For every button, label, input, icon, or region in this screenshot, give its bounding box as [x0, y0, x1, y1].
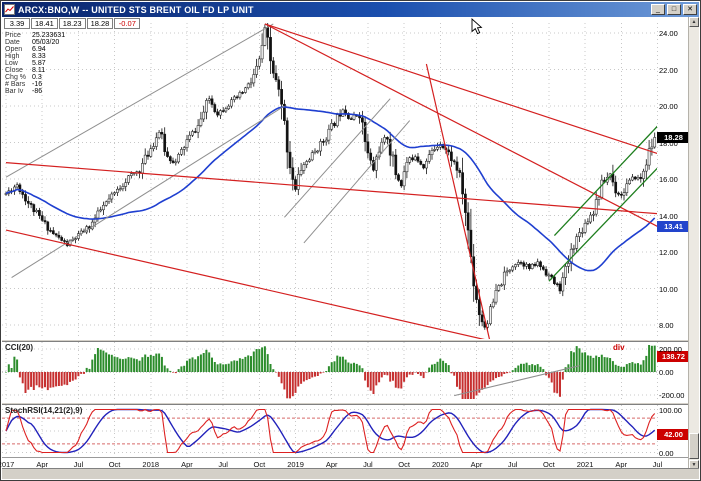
quote-cell: 3.39 [4, 18, 30, 29]
main-price-chart[interactable] [2, 17, 692, 339]
cci-value-tag: 138.72 [657, 351, 690, 362]
info-row: Price 25.233631 [5, 32, 66, 39]
axis-tick-label: 12.00 [659, 248, 678, 257]
time-axis-label: Oct [398, 460, 410, 469]
axis-tick-label: 24.00 [659, 29, 678, 38]
titlebar[interactable]: ARCX:BNO,W -- UNITED STS BRENT OIL FD LP… [2, 2, 699, 17]
axis-tick-label: 0.00 [659, 368, 674, 377]
mouse-cursor [471, 17, 483, 35]
cci-indicator-chart[interactable] [2, 342, 692, 402]
time-axis-label: Jul [218, 460, 228, 469]
axis-tick-label: 14.00 [659, 211, 678, 221]
info-row: Low 5.87 [5, 60, 46, 67]
info-row: Close 8.11 [5, 67, 46, 74]
time-axis-label: 2018 [142, 460, 160, 469]
data-window: Price 25.233631 Date 05/03/20 Open 6.94 High 8.… [5, 32, 65, 95]
window-frame-bottom [2, 468, 699, 479]
panel-separator[interactable] [2, 402, 699, 405]
time-axis-label: Jul [652, 460, 663, 469]
last-price-tag: 18.28 [657, 132, 690, 143]
time-axis-label: Jul [73, 460, 84, 469]
ma-value-tag: 13.41 [657, 221, 690, 232]
axis-tick-label: 20.00 [659, 102, 678, 111]
time-axis-label: Apr [615, 460, 628, 469]
quote-cell: 18.23 [58, 18, 86, 29]
time-axis-label: Apr [470, 460, 483, 469]
maximize-button[interactable]: □ [667, 4, 681, 15]
divergence-label: div [613, 343, 625, 352]
axis-tick-label: 22.00 [659, 65, 678, 75]
quote-cell: -0.07 [114, 18, 141, 29]
time-axis: 2017 Apr Jul Oct 2018 Apr Jul Oct 2019 Apr Jul Oct 2… [0, 457, 692, 470]
scrollbar-thumb[interactable] [689, 433, 699, 459]
quote-bar: 3.39 18.41 18.23 18.28 -0.07 [4, 18, 141, 29]
time-axis-label: Oct [253, 460, 266, 469]
info-row: High 8.33 [5, 53, 46, 60]
time-axis-label: 2020 [431, 460, 449, 469]
time-axis-label: Jul [363, 460, 373, 469]
info-row: # Bars -16 [5, 81, 43, 88]
axis-tick-label: -200.00 [659, 391, 685, 400]
time-axis-label: Apr [36, 460, 49, 469]
axis-tick-label: 8.00 [659, 321, 674, 330]
window-controls: _ □ ✕ [649, 4, 697, 15]
axis-tick-label: 200.00 [659, 345, 682, 354]
scroll-up-button[interactable]: ▲ [689, 17, 699, 27]
stochrsi-indicator-chart[interactable] [2, 405, 692, 457]
minimize-button[interactable]: _ [651, 4, 665, 15]
axis-tick-label: 18.00 [659, 138, 678, 148]
info-row: Chg % 0.3 [5, 74, 42, 81]
time-axis-label: Oct [543, 460, 555, 469]
app-icon[interactable] [4, 4, 15, 15]
window-title: ARCX:BNO,W -- UNITED STS BRENT OIL FD LP… [18, 4, 254, 15]
stochrsi-panel-label: StochRSI(14,21(2),9) [5, 406, 83, 415]
info-row: Bar Iv -86 [5, 88, 43, 95]
axis-tick-label: 0.00 [659, 448, 674, 458]
time-axis-label: Apr [325, 460, 338, 469]
time-axis-label: Apr [181, 460, 193, 469]
vertical-scrollbar[interactable]: ▲ ▼ [688, 17, 699, 470]
time-axis-label: 2021 [576, 460, 594, 469]
axis-tick-label: 10.00 [659, 284, 678, 294]
axis-tick-label: 16.00 [659, 175, 678, 184]
axis-tick-label: 100.00 [659, 405, 682, 415]
time-axis-label: 2017 [0, 460, 15, 469]
time-axis-label: Oct [108, 460, 121, 469]
close-button[interactable]: ✕ [683, 4, 697, 15]
info-row: Date 05/03/20 [5, 39, 60, 46]
cci-panel-label: CCI(20) [5, 343, 34, 352]
time-axis-label: Jul [507, 460, 518, 469]
info-row: Open 6.94 [5, 46, 46, 53]
stochrsi-value-tag: 42.00 [657, 429, 690, 440]
quote-cell: 18.41 [31, 18, 58, 29]
time-axis-label: 2019 [287, 460, 304, 469]
quote-cell: 18.28 [86, 18, 114, 29]
panel-separator[interactable] [2, 339, 699, 342]
